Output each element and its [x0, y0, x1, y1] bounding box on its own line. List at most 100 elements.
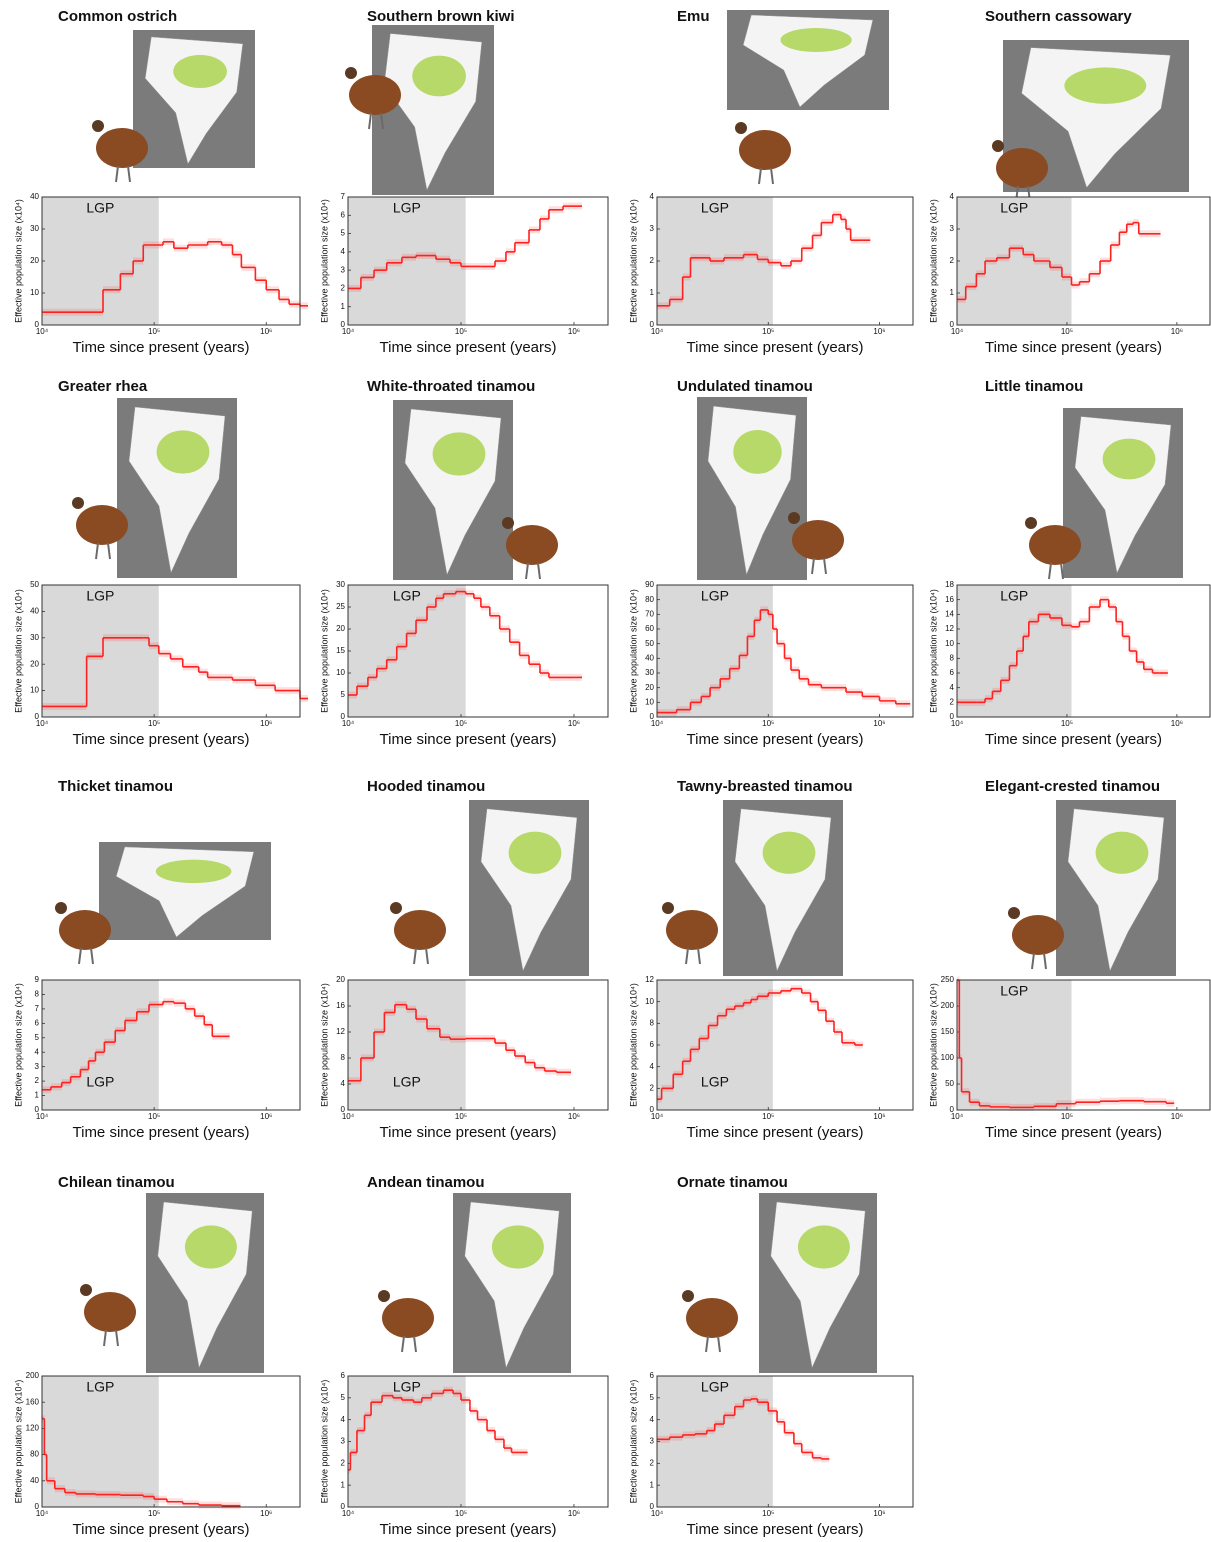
y-tick-label: 3: [341, 265, 346, 274]
bird-body: [394, 910, 446, 950]
x-tick-label: 10⁶: [260, 1509, 272, 1518]
y-tick-label: 1: [650, 1480, 655, 1489]
plot-frame: [347, 979, 609, 1111]
x-axis-label: Time since present (years): [985, 731, 1162, 748]
y-axis-label: Effective population size (x10⁴): [928, 589, 938, 713]
y-tick-label: 20: [336, 975, 345, 984]
y-tick-label: 8: [950, 653, 955, 662]
x-tick-label: 10⁶: [568, 327, 580, 336]
panel: Greater rhea LGP 0 10 20 30 40 50 10⁴ 10⁵ 10⁶ Time …: [13, 378, 308, 748]
y-tick-label: 6: [650, 1371, 655, 1380]
y-tick-label: 0: [35, 1105, 40, 1114]
y-axis-label: Effective population size (x10⁴): [13, 199, 23, 323]
bird-head: [345, 67, 357, 79]
y-tick-label: 2: [341, 284, 346, 293]
y-tick-label: 50: [645, 639, 654, 648]
bird-leg: [685, 947, 689, 965]
panel-title: Undulated tinamou: [677, 378, 813, 395]
bird-body: [349, 75, 401, 115]
panel-title: Little tinamou: [985, 378, 1083, 395]
bird-leg: [368, 112, 372, 130]
x-axis-label: Time since present (years): [687, 1521, 864, 1537]
annotation: LGP: [701, 1379, 729, 1395]
shaded-period: [957, 980, 1072, 1110]
bird-leg: [770, 167, 774, 185]
bird-body: [59, 910, 111, 950]
shaded-period: [42, 1376, 159, 1507]
range-map-distribution: [1095, 831, 1149, 874]
y-tick-label: 30: [645, 668, 654, 677]
x-tick-label: 10⁴: [951, 327, 964, 336]
y-tick-label: 200: [941, 1001, 955, 1010]
panel: Tawny-breasted tinamou LGP 0 2 4 6 8 10 12 10⁴ 10⁵…: [628, 778, 914, 1141]
bird-body: [996, 148, 1048, 188]
bird-leg: [115, 165, 119, 183]
shaded-period: [42, 585, 159, 717]
x-tick-label: 10⁴: [342, 327, 355, 336]
bird-body: [506, 525, 558, 565]
plot-frame: [656, 196, 914, 326]
annotation: LGP: [1000, 200, 1028, 216]
x-axis-label: Time since present (years): [73, 339, 250, 356]
y-tick-label: 7: [35, 1004, 40, 1013]
panel: Andean tinamou LGP 0 1 2 3 4 5 6 10⁴ 10⁵ 10⁶ Time si…: [319, 1174, 609, 1538]
y-tick-label: 20: [645, 683, 654, 692]
panel-title: Thicket tinamou: [58, 778, 173, 795]
panel: Southern cassowary LGP 0 1 2 3 4 10⁴ 10⁵ 10⁶ Time …: [928, 8, 1211, 356]
shaded-period: [957, 197, 1072, 325]
plot-frame: [956, 584, 1211, 718]
y-tick-label: 1: [35, 1091, 40, 1100]
x-tick-label: 10⁵: [455, 1509, 467, 1518]
panel: White-throated tinamou LGP 0 5 10 15 20 25 30 10⁴…: [319, 378, 609, 748]
plot-frame: [347, 1375, 609, 1508]
x-tick-label: 10⁴: [951, 719, 964, 728]
range-map-distribution: [491, 1225, 544, 1269]
range-map-distribution: [797, 1225, 850, 1269]
panel: Elegant-crested tinamou LGP 0 50 100 150 200 25…: [928, 778, 1211, 1141]
y-tick-label: 10: [30, 288, 39, 297]
y-tick-label: 1: [341, 302, 346, 311]
y-tick-label: 10: [336, 668, 345, 677]
panel: Chilean tinamou LGP 0 40 80 120 160 200 10⁴ 10⁵ 10…: [13, 1174, 301, 1538]
y-tick-label: 0: [650, 320, 655, 329]
y-tick-label: 30: [30, 224, 39, 233]
y-tick-label: 80: [30, 1450, 39, 1459]
y-tick-label: 20: [30, 659, 39, 668]
bird-leg: [537, 562, 541, 580]
shaded-period: [657, 980, 773, 1110]
x-tick-label: 10⁵: [1061, 1112, 1073, 1121]
y-tick-label: 1: [650, 288, 655, 297]
bird-head: [80, 1284, 92, 1296]
bird-head: [1008, 907, 1020, 919]
bird-body: [1029, 525, 1081, 565]
panel-title: White-throated tinamou: [367, 378, 535, 395]
x-axis-label: Time since present (years): [73, 1124, 250, 1141]
y-tick-label: 4: [341, 247, 346, 256]
panel-title: Greater rhea: [58, 378, 148, 395]
plot-frame: [347, 196, 609, 326]
plot-frame: [41, 979, 301, 1111]
x-tick-label: 10⁶: [568, 1509, 580, 1518]
panel-title: Emu: [677, 8, 710, 25]
bird-body: [666, 910, 718, 950]
bird-head: [662, 902, 674, 914]
x-tick-label: 10⁴: [36, 1509, 49, 1518]
annotation: LGP: [86, 1379, 114, 1395]
y-axis-label: Effective population size (x10⁴): [628, 199, 638, 323]
plot-frame: [41, 196, 301, 326]
x-tick-label: 10⁵: [762, 1509, 774, 1518]
y-tick-label: 2: [35, 1076, 40, 1085]
y-tick-label: 30: [30, 633, 39, 642]
panel: Undulated tinamou LGP 0 10 20 30 40 50 60 70 80 90 1…: [628, 378, 914, 748]
y-tick-label: 80: [645, 595, 654, 604]
y-tick-label: 40: [30, 192, 39, 201]
shaded-period: [42, 980, 159, 1110]
y-tick-label: 200: [26, 1371, 40, 1380]
x-axis-label: Time since present (years): [687, 339, 864, 356]
shaded-period: [348, 585, 466, 717]
x-tick-label: 10⁶: [873, 1509, 885, 1518]
panel: Hooded tinamou LGP 0 4 8 12 16 20 10⁴ 10⁵ 10⁶ Time …: [319, 778, 609, 1141]
bird-leg: [697, 947, 701, 965]
y-tick-label: 4: [950, 683, 955, 692]
y-tick-label: 60: [645, 624, 654, 633]
